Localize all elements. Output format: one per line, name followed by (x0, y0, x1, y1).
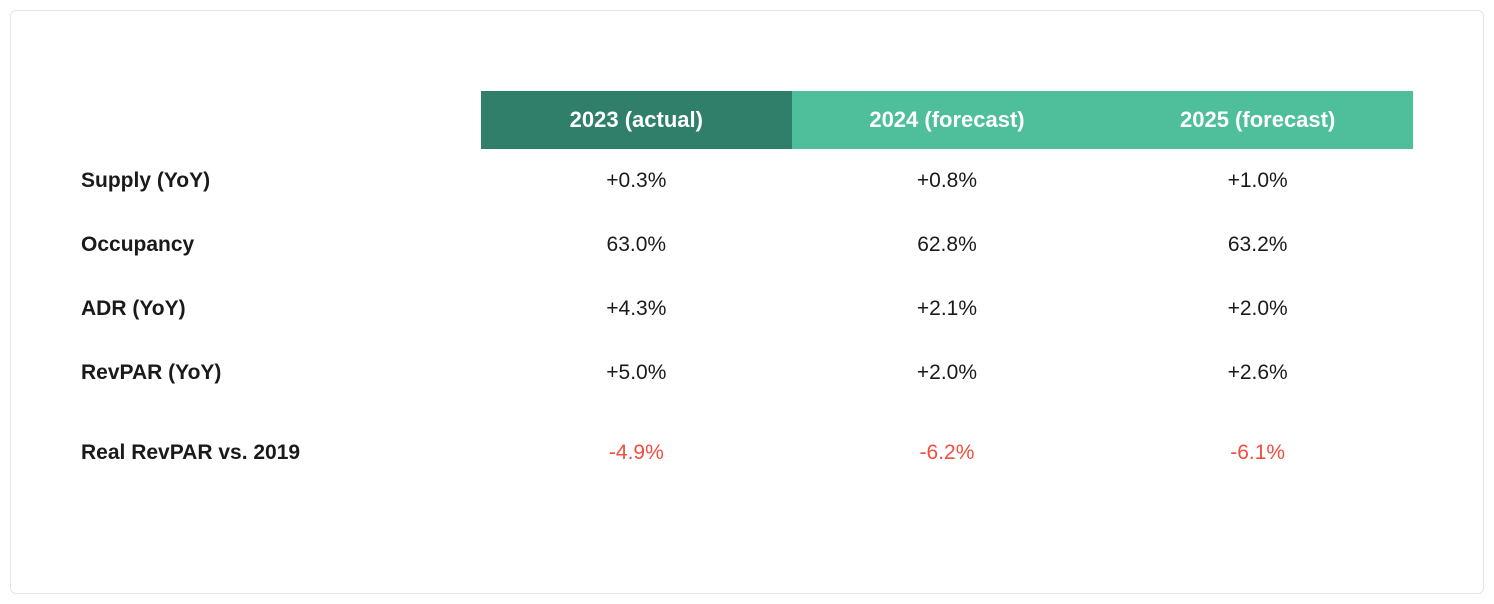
row-label: Supply (YoY) (81, 149, 481, 213)
col-header-2024: 2024 (forecast) (792, 91, 1103, 149)
value-cell: +2.0% (792, 341, 1103, 405)
col-header-2025: 2025 (forecast) (1102, 91, 1413, 149)
value-cell: +0.3% (481, 149, 792, 213)
spacer-row (81, 405, 1413, 421)
header-row: 2023 (actual) 2024 (forecast) 2025 (fore… (81, 91, 1413, 149)
table-row: Occupancy63.0%62.8%63.2% (81, 213, 1413, 277)
table-row: Real RevPAR vs. 2019-4.9%-6.2%-6.1% (81, 421, 1413, 485)
table-row: Supply (YoY)+0.3%+0.8%+1.0% (81, 149, 1413, 213)
row-label: Occupancy (81, 213, 481, 277)
value-cell: +0.8% (792, 149, 1103, 213)
row-label: Real RevPAR vs. 2019 (81, 421, 481, 485)
value-cell: +2.6% (1102, 341, 1413, 405)
value-cell: +1.0% (1102, 149, 1413, 213)
value-cell: 62.8% (792, 213, 1103, 277)
empty-header (81, 91, 481, 149)
value-cell: -4.9% (481, 421, 792, 485)
value-cell: 63.0% (481, 213, 792, 277)
table-body: Supply (YoY)+0.3%+0.8%+1.0%Occupancy63.0… (81, 149, 1413, 485)
value-cell: -6.1% (1102, 421, 1413, 485)
spacer-cell (81, 405, 1413, 421)
value-cell: +4.3% (481, 277, 792, 341)
table-row: RevPAR (YoY)+5.0%+2.0%+2.6% (81, 341, 1413, 405)
col-header-2023: 2023 (actual) (481, 91, 792, 149)
row-label: RevPAR (YoY) (81, 341, 481, 405)
value-cell: +5.0% (481, 341, 792, 405)
table-row: ADR (YoY)+4.3%+2.1%+2.0% (81, 277, 1413, 341)
value-cell: +2.1% (792, 277, 1103, 341)
forecast-table: 2023 (actual) 2024 (forecast) 2025 (fore… (81, 91, 1413, 485)
value-cell: 63.2% (1102, 213, 1413, 277)
table-container: 2023 (actual) 2024 (forecast) 2025 (fore… (10, 10, 1484, 594)
value-cell: +2.0% (1102, 277, 1413, 341)
value-cell: -6.2% (792, 421, 1103, 485)
row-label: ADR (YoY) (81, 277, 481, 341)
